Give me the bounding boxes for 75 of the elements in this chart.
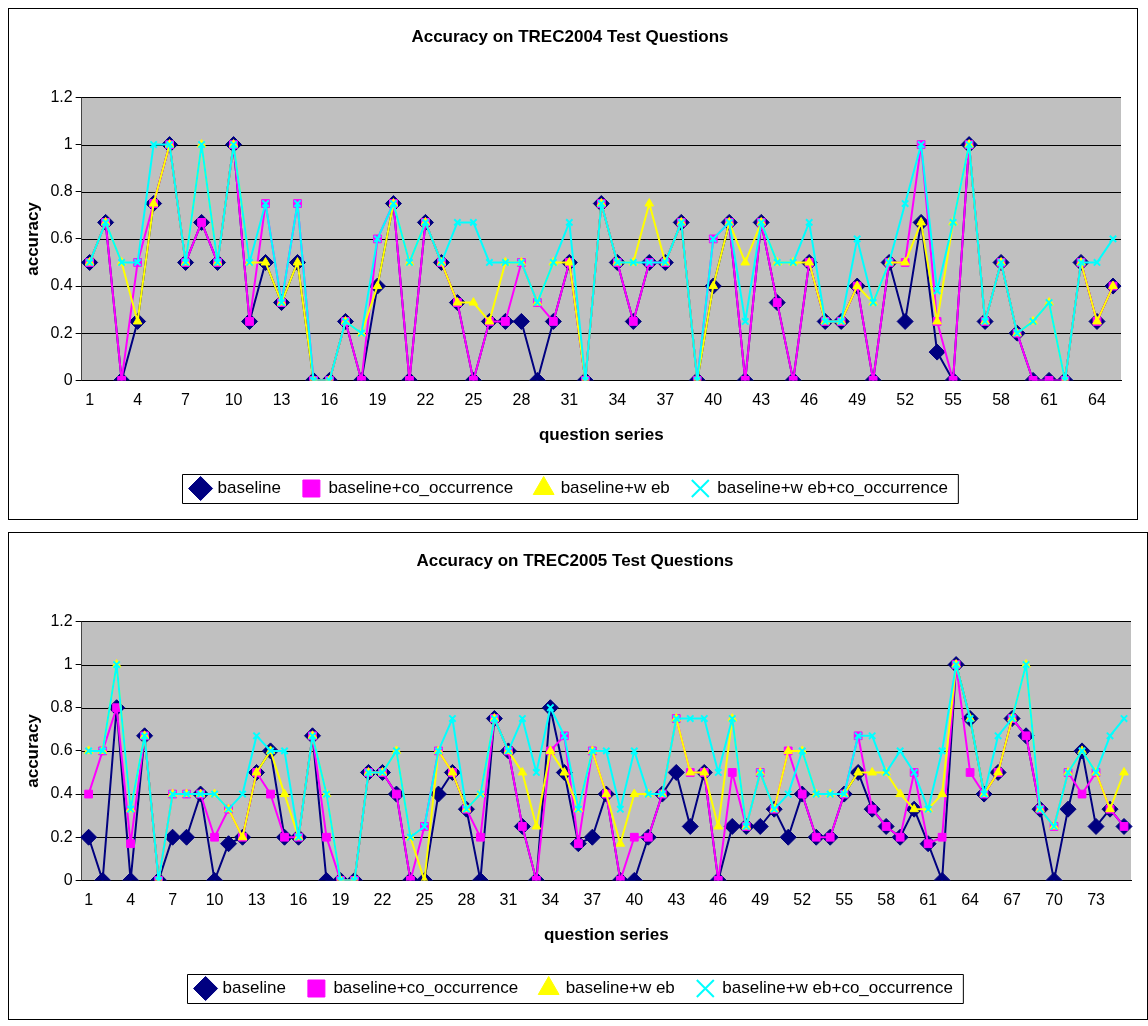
x-tick-label: 25: [464, 391, 483, 409]
x-tick-label: 4: [126, 891, 136, 909]
x-tick-label: 13: [272, 391, 291, 409]
x-tick-label: 58: [877, 891, 896, 909]
x-tick-label: 49: [848, 391, 867, 409]
legend-label: baseline: [222, 978, 286, 998]
x-tick-label: 10: [205, 891, 224, 909]
x-tick-label: 52: [896, 391, 915, 409]
x-tick-label: 7: [181, 391, 191, 409]
x-tick-label: 7: [168, 891, 178, 909]
x-tick-label: 16: [320, 391, 339, 409]
y-tick-label: 0.4: [50, 784, 73, 802]
y-axis-title: accuracy: [22, 713, 42, 788]
y-tick-label: 0.4: [50, 276, 73, 294]
x-tick-label: 49: [751, 891, 770, 909]
x-tick-label: 28: [512, 391, 531, 409]
x-tick-label: 28: [457, 891, 476, 909]
x-tick-label: 34: [541, 891, 560, 909]
y-tick-label: 0.6: [50, 229, 73, 247]
y-tick-label: 1.2: [50, 87, 73, 105]
x-tick-label: 64: [1088, 391, 1107, 409]
x-tick-label: 70: [1045, 891, 1064, 909]
x-tick-label: 58: [992, 391, 1011, 409]
x-tick-label: 55: [944, 391, 963, 409]
legend-label: baseline+w eb+co_occurrence: [722, 978, 953, 998]
x-tick-label: 1: [85, 391, 95, 409]
chart-title: Accuracy on TREC2004 Test Questions: [411, 26, 729, 46]
x-tick-label: 37: [656, 391, 675, 409]
x-tick-label: 40: [704, 391, 723, 409]
y-tick-label: 1.2: [50, 611, 73, 629]
y-tick-label: 1: [63, 654, 73, 672]
x-tick-label: 43: [667, 891, 686, 909]
y-tick-label: 0.6: [50, 741, 73, 759]
x-tick-label: 19: [368, 391, 387, 409]
x-tick-label: 31: [499, 891, 518, 909]
x-axis-title: question series: [543, 925, 669, 945]
x-tick-label: 61: [919, 891, 938, 909]
y-tick-label: 0.2: [50, 323, 73, 341]
x-tick-label: 46: [709, 891, 728, 909]
x-tick-label: 52: [793, 891, 812, 909]
x-tick-label: 61: [1040, 391, 1059, 409]
x-tick-label: 4: [133, 391, 143, 409]
legend-label: baseline+co_occurrence: [328, 478, 514, 498]
y-tick-label: 0.8: [50, 182, 73, 200]
x-tick-label: 22: [373, 891, 392, 909]
x-tick-label: 46: [800, 391, 819, 409]
y-tick-label: 0: [63, 870, 73, 888]
x-tick-label: 55: [835, 891, 854, 909]
x-tick-label: 10: [224, 391, 243, 409]
x-tick-label: 16: [289, 891, 308, 909]
x-tick-label: 19: [331, 891, 350, 909]
x-tick-label: 31: [560, 391, 579, 409]
legend-label: baseline+co_occurrence: [333, 978, 519, 998]
y-tick-label: 0.2: [50, 827, 73, 845]
x-tick-label: 34: [608, 391, 627, 409]
x-tick-label: 1: [84, 891, 94, 909]
x-axis-title: question series: [538, 425, 664, 445]
chart-title: Accuracy on TREC2005 Test Questions: [416, 550, 734, 570]
x-tick-label: 67: [1003, 891, 1022, 909]
y-tick-label: 1: [63, 134, 73, 152]
x-tick-label: 37: [583, 891, 602, 909]
x-tick-label: 22: [416, 391, 435, 409]
y-axis-title: accuracy: [22, 201, 42, 276]
legend-label: baseline+w eb: [565, 978, 675, 998]
legend-label: baseline+w eb: [560, 478, 670, 498]
x-tick-label: 40: [625, 891, 644, 909]
x-tick-label: 25: [415, 891, 434, 909]
legend-label: baseline: [217, 478, 281, 498]
y-tick-label: 0: [63, 370, 73, 388]
y-tick-label: 0.8: [50, 698, 73, 716]
x-tick-label: 43: [752, 391, 771, 409]
legend-label: baseline+w eb+co_occurrence: [717, 478, 948, 498]
x-tick-label: 64: [961, 891, 980, 909]
x-tick-label: 13: [247, 891, 266, 909]
x-tick-label: 73: [1087, 891, 1106, 909]
